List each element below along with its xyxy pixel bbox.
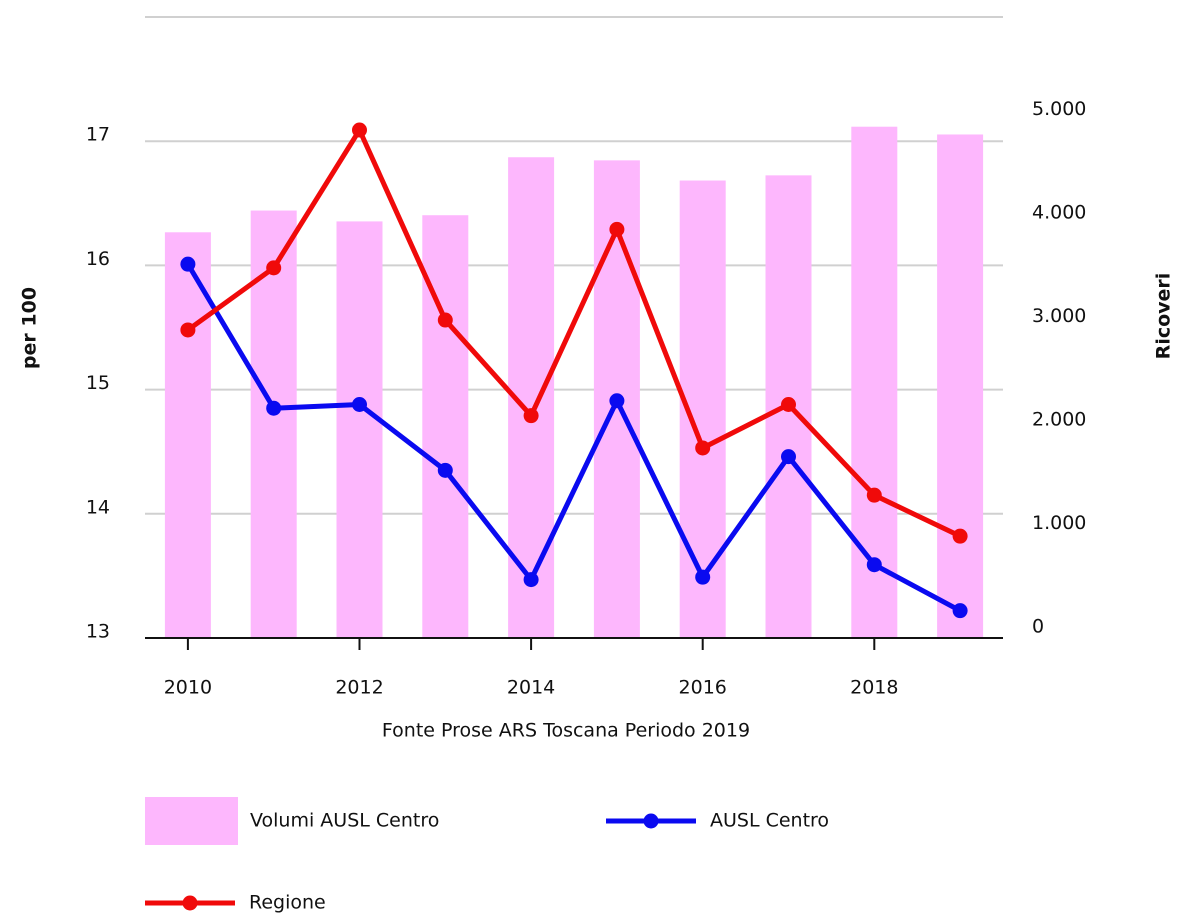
- legend-label: AUSL Centro: [710, 810, 829, 832]
- line-point: [437, 462, 453, 478]
- y-tick-label: 15: [86, 372, 110, 394]
- line-point: [352, 397, 367, 413]
- legend-swatch-point: [182, 895, 198, 911]
- line-point: [437, 312, 453, 328]
- y2-tick-label: 0: [1032, 616, 1044, 638]
- x-tick-label: 2010: [164, 677, 212, 699]
- legend-swatch-point: [643, 813, 659, 829]
- line-point: [523, 572, 539, 588]
- y-tick-label: 17: [86, 124, 110, 146]
- legend-swatch: [145, 797, 238, 845]
- line-point: [180, 322, 196, 338]
- x-tick-label: 2014: [507, 677, 555, 699]
- y2-tick-label: 1.000: [1032, 512, 1086, 534]
- line-point: [609, 393, 625, 409]
- line-point: [266, 260, 282, 276]
- line-point: [266, 400, 282, 416]
- line-point: [695, 569, 711, 585]
- line-series: [186, 127, 962, 539]
- legend-label: Volumi AUSL Centro: [250, 810, 439, 832]
- bar: [851, 126, 898, 639]
- line-point: [609, 221, 625, 237]
- line-point: [952, 603, 968, 619]
- bar: [164, 232, 211, 638]
- y2-tick-label: 5.000: [1032, 98, 1086, 120]
- line-point: [523, 408, 539, 424]
- line-point: [180, 256, 196, 272]
- x-tick-label: 2012: [335, 677, 383, 699]
- y2-tick-label: 4.000: [1032, 202, 1086, 224]
- bar: [937, 134, 984, 638]
- y-tick-label: 16: [86, 248, 110, 270]
- y-tick-label: 14: [86, 496, 110, 518]
- line-point: [781, 449, 796, 465]
- line-point: [866, 557, 882, 573]
- y-tick-label: 13: [86, 621, 110, 643]
- line-point: [866, 487, 882, 503]
- line-point: [781, 397, 796, 413]
- x-axis-label: Fonte Prose ARS Toscana Periodo 2019: [382, 720, 750, 742]
- line-series: [185, 262, 962, 613]
- y2-tick-label: 3.000: [1032, 305, 1086, 327]
- x-tick-label: 2016: [679, 677, 727, 699]
- legend-label: Regione: [249, 892, 326, 914]
- line-point: [695, 440, 711, 456]
- line-point: [952, 528, 968, 544]
- line-point: [352, 122, 367, 138]
- bar: [336, 221, 383, 638]
- y-axis-label: per 100: [19, 287, 41, 369]
- x-tick-label: 2018: [850, 677, 898, 699]
- y2-tick-label: 2.000: [1032, 409, 1086, 431]
- y2-axis-label: Ricoveri: [1153, 273, 1175, 360]
